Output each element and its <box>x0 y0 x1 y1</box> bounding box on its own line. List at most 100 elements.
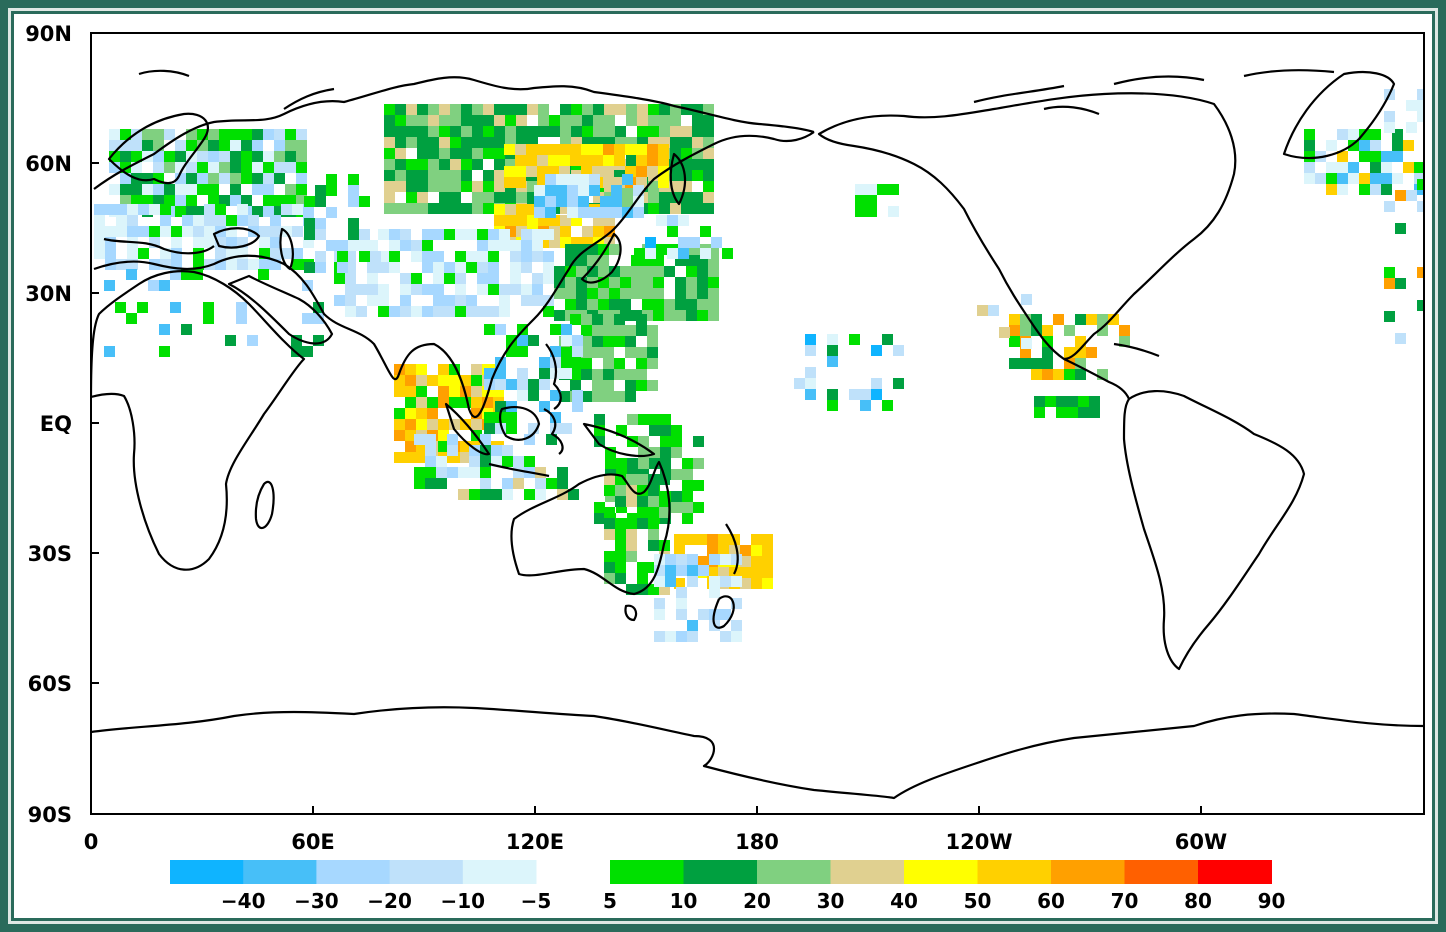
anomaly-cell <box>237 237 248 248</box>
anomaly-cell <box>395 170 406 181</box>
anomaly-cell <box>313 302 324 313</box>
anomaly-cell <box>614 155 625 166</box>
anomaly-cell <box>389 251 400 262</box>
anomaly-cell <box>480 456 491 467</box>
anomaly-cell <box>1097 314 1108 325</box>
anomaly-cell <box>416 386 427 397</box>
anomaly-cell <box>614 369 625 380</box>
anomaly-cell <box>615 540 626 551</box>
anomaly-cell <box>678 215 689 226</box>
anomaly-cell <box>1304 129 1315 140</box>
anomaly-cell <box>425 478 436 489</box>
anomaly-cell <box>241 140 252 151</box>
anomaly-cell <box>1097 325 1108 336</box>
anomaly-cell <box>400 306 411 317</box>
anomaly-cell <box>400 284 411 295</box>
anomaly-cell <box>480 467 491 478</box>
anomaly-cell <box>274 140 285 151</box>
anomaly-cell <box>1053 369 1064 380</box>
anomaly-cell <box>433 262 444 273</box>
anomaly-cell <box>484 368 495 379</box>
anomaly-cell <box>472 115 483 126</box>
anomaly-cell <box>550 390 561 401</box>
anomaly-cell <box>521 262 532 273</box>
anomaly-cell <box>153 195 164 206</box>
anomaly-cell <box>472 159 483 170</box>
anomaly-cell <box>455 262 466 273</box>
anomaly-cell <box>557 478 568 489</box>
anomaly-cell <box>653 299 664 310</box>
anomaly-cell <box>681 159 692 170</box>
anomaly-cell <box>159 280 170 291</box>
coast-black-sea <box>212 227 261 249</box>
anomaly-cell <box>654 598 665 609</box>
anomaly-cell <box>1384 201 1395 212</box>
anomaly-cell <box>1359 173 1370 184</box>
anomaly-cell <box>740 578 751 589</box>
anomaly-cell <box>436 467 447 478</box>
anomaly-cell <box>649 458 660 469</box>
colorbar-positive-label: 80 <box>1184 889 1212 913</box>
anomaly-cell <box>615 474 626 485</box>
anomaly-cell <box>527 192 538 203</box>
anomaly-cell <box>561 324 572 335</box>
anomaly-cell <box>417 137 428 148</box>
anomaly-cell <box>495 324 506 335</box>
anomaly-cell <box>439 192 450 203</box>
anomaly-cell <box>1417 179 1424 190</box>
anomaly-cell <box>204 204 215 215</box>
anomaly-cell <box>1009 358 1020 369</box>
anomaly-cell <box>315 251 326 262</box>
anomaly-cell <box>604 529 615 540</box>
anomaly-cell <box>94 204 105 215</box>
anomaly-cell <box>208 151 219 162</box>
anomaly-cell <box>535 489 546 500</box>
anomaly-cell <box>625 369 636 380</box>
anomaly-cell <box>670 203 681 214</box>
anomaly-cell <box>417 159 428 170</box>
anomaly-cell <box>296 162 307 173</box>
anomaly-cell <box>488 262 499 273</box>
anomaly-cell <box>285 129 296 140</box>
anomaly-cell <box>384 170 395 181</box>
anomaly-cell <box>676 565 687 576</box>
anomaly-cell <box>142 195 153 206</box>
anomaly-cell <box>633 185 644 196</box>
anomaly-cell <box>160 226 171 237</box>
anomaly-cell <box>506 423 517 434</box>
anomaly-cell <box>598 277 609 288</box>
anomaly-cell <box>549 226 560 237</box>
anomaly-cell <box>395 104 406 115</box>
anomaly-cell <box>692 159 703 170</box>
anomaly-cell <box>626 584 637 595</box>
anomaly-cell <box>219 140 230 151</box>
anomaly-cell <box>315 262 326 273</box>
anomaly-cell <box>510 262 521 273</box>
anomaly-cell <box>449 397 460 408</box>
anomaly-cell <box>604 126 615 137</box>
anomaly-cell <box>751 567 762 578</box>
coast-caspian <box>279 227 294 271</box>
anomaly-cell <box>226 215 237 226</box>
anomaly-cell <box>263 162 274 173</box>
anomaly-cell <box>400 240 411 251</box>
anomaly-cell <box>493 386 504 397</box>
anomaly-cell <box>326 240 337 251</box>
anomaly-cell <box>483 192 494 203</box>
anomaly-cell <box>367 284 378 295</box>
anomaly-cell <box>1021 338 1032 349</box>
anomaly-cell <box>637 496 648 507</box>
anomaly-cell <box>499 295 510 306</box>
anomaly-cell <box>605 491 616 502</box>
anomaly-cell <box>671 447 682 458</box>
anomaly-cell <box>576 277 587 288</box>
anomaly-cell <box>491 445 502 456</box>
coast-new-guinea <box>582 422 656 458</box>
anomaly-cell <box>285 151 296 162</box>
anomaly-cell <box>215 237 226 248</box>
anomaly-cell <box>517 346 528 357</box>
anomaly-cell <box>197 206 208 217</box>
anomaly-cell <box>400 295 411 306</box>
anomaly-cell <box>697 299 708 310</box>
y-tick-label: EQ <box>40 412 72 436</box>
